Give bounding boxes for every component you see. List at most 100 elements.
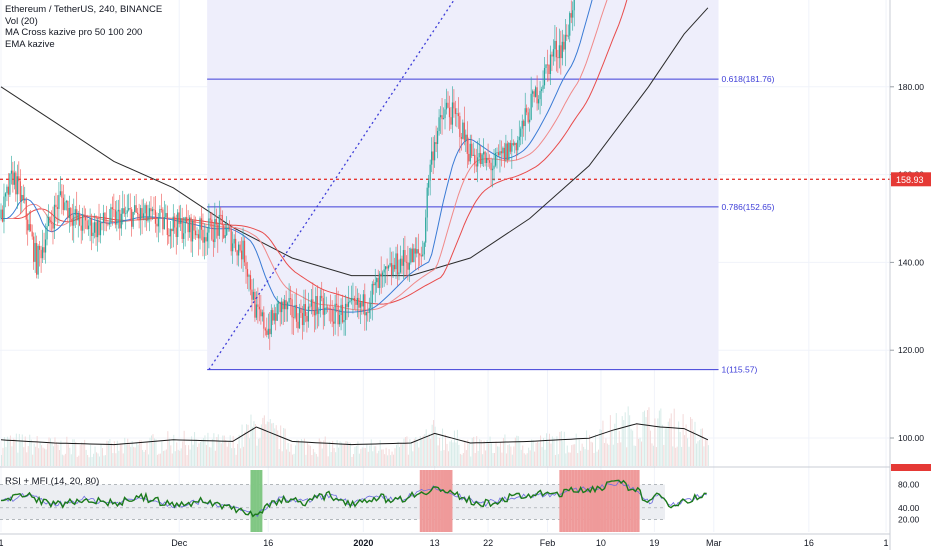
volume-bar	[476, 436, 478, 466]
volume-bar	[300, 439, 302, 466]
indicator-ema[interactable]: EMA kazive	[5, 38, 55, 50]
volume-bar	[700, 428, 702, 466]
volume-bar	[150, 435, 152, 466]
volume-bar	[425, 429, 427, 466]
volume-bar	[73, 439, 75, 466]
volume-bar	[453, 430, 455, 466]
volume-bar	[14, 439, 16, 466]
volume-bar	[250, 414, 252, 466]
rsi-overbought-zone	[446, 470, 450, 532]
volume-bar	[136, 442, 138, 466]
volume-bar	[669, 418, 671, 466]
candle-body	[524, 108, 526, 127]
volume-bar	[210, 447, 212, 466]
price-tick-label: 140.00	[898, 257, 924, 267]
candle-body	[502, 147, 504, 154]
volume-bar	[143, 451, 145, 466]
candle-body	[487, 157, 489, 161]
volume-bar	[338, 447, 340, 466]
volume-bar	[202, 438, 204, 466]
candle-body	[465, 134, 467, 141]
indicator-volume[interactable]: Vol (20)	[5, 15, 38, 27]
volume-bar	[556, 436, 558, 466]
candle-body	[484, 151, 486, 163]
candle-body	[134, 205, 136, 212]
candle-body	[141, 208, 143, 218]
candle-body	[496, 152, 498, 154]
volume-bar	[177, 449, 179, 466]
candle-body	[270, 310, 272, 335]
candle-body	[160, 208, 162, 210]
volume-bar	[220, 443, 222, 466]
volume-bar	[492, 453, 494, 466]
candle-body	[558, 45, 560, 59]
candle-body	[319, 295, 321, 311]
volume-bar	[470, 456, 472, 466]
rsi-overbought-zone	[419, 470, 423, 532]
candle-body	[420, 255, 422, 257]
volume-bar	[88, 457, 90, 466]
candle-body	[188, 217, 191, 233]
candle-body	[181, 218, 183, 239]
volume-bar	[486, 440, 488, 466]
volume-bar	[251, 426, 253, 466]
candle-body	[229, 228, 231, 229]
candle-body	[252, 291, 255, 300]
candle-body	[309, 306, 311, 308]
candle-body	[304, 304, 307, 316]
volume-bar	[332, 440, 334, 466]
candle-body	[138, 214, 140, 220]
candle-body	[64, 202, 66, 210]
volume-bar	[623, 420, 625, 466]
volume-bar	[109, 439, 111, 466]
volume-bar	[51, 443, 53, 466]
candle-body	[281, 301, 283, 313]
candle-body	[101, 222, 103, 224]
rsi-panel-label[interactable]: RSI + MFI (14, 20, 80)	[5, 476, 100, 487]
volume-bar	[164, 450, 166, 466]
time-tick-label: 16	[263, 538, 273, 548]
candle-body	[402, 250, 405, 266]
candle-body	[239, 244, 241, 251]
indicator-ma-cross[interactable]: MA Cross kazive pro 50 100 200	[5, 27, 143, 38]
volume-bar	[401, 444, 403, 466]
candle-body	[28, 224, 30, 231]
volume-bar	[269, 419, 271, 466]
volume-bar	[167, 431, 169, 466]
candle-body	[218, 214, 220, 236]
candle-body	[95, 222, 97, 238]
candle-body	[122, 208, 124, 214]
volume-bar	[198, 443, 200, 466]
volume-bar	[336, 440, 338, 466]
rsi-overbought-zone	[568, 470, 572, 532]
volume-bar	[396, 444, 398, 466]
volume-bar	[581, 443, 583, 466]
candle-body	[18, 176, 20, 182]
candle-body	[145, 205, 148, 221]
volume-bar	[3, 437, 5, 466]
candle-body	[542, 85, 544, 90]
volume-bar	[431, 424, 433, 466]
candle-body	[9, 173, 11, 195]
candle-body	[361, 302, 363, 307]
volume-bar	[412, 451, 414, 466]
volume-bar	[372, 451, 374, 466]
candle-body	[276, 303, 278, 321]
candle-body	[292, 317, 295, 319]
candle-body	[104, 212, 106, 223]
volume-bar	[550, 443, 552, 466]
volume-bar	[170, 445, 172, 466]
candle-body	[30, 224, 32, 232]
volume-bar	[467, 439, 469, 466]
candle-body	[73, 215, 75, 226]
volume-bar	[48, 437, 50, 466]
candle-body	[238, 244, 240, 256]
volume-bar	[675, 447, 677, 466]
rsi-overbought-zone	[592, 470, 596, 532]
candle-body	[404, 250, 406, 262]
volume-bar	[394, 448, 396, 466]
volume-bar	[461, 454, 463, 466]
volume-bar	[174, 451, 176, 466]
volume-bar	[599, 429, 601, 466]
